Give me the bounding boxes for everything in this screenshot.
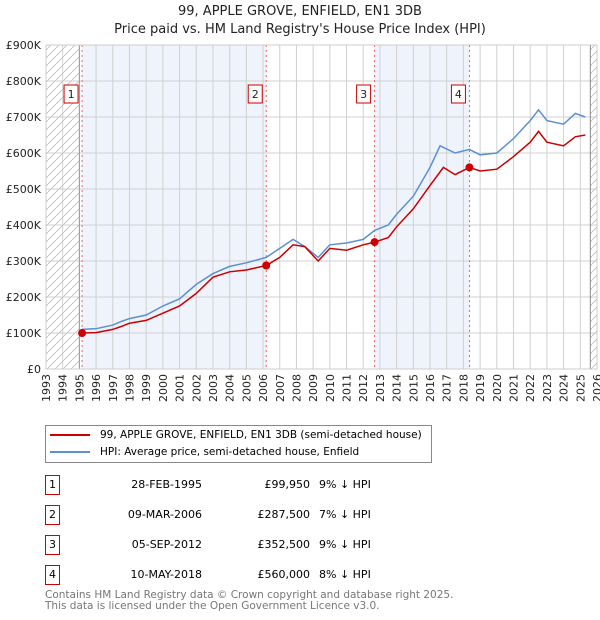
table-row: 1 28-FEB-1995 £99,950 9% ↓ HPI [45,475,465,495]
y-tick-label: £600K [6,147,42,160]
x-tick-label: 1993 [40,374,53,402]
row-price: £99,950 [264,478,311,491]
y-tick-label: £300K [6,255,42,268]
row-date: 10-MAY-2018 [130,568,202,581]
x-tick-label: 2016 [424,374,437,402]
y-tick-label: £100K [6,327,42,340]
x-tick-label: 2006 [257,374,270,402]
table-row: 2 09-MAR-2006 £287,500 7% ↓ HPI [45,505,465,525]
row-hpi: 8% ↓ HPI [319,568,371,581]
x-tick-label: 2003 [207,374,220,402]
sale-label-number: 2 [252,88,259,101]
y-tick-label: £200K [6,291,42,304]
sale-point [262,261,271,270]
row-number: 1 [45,475,60,495]
x-tick-label: 2001 [174,374,187,402]
sale-label-border [247,84,263,104]
row-hpi: 7% ↓ HPI [319,508,371,521]
x-tick-label: 2012 [357,374,370,402]
row-date: 28-FEB-1995 [131,478,202,491]
chart-subtitle: Price paid vs. HM Land Registry's House … [114,22,486,37]
sale-label-box: 1 [63,84,79,104]
x-tick-label: 2009 [307,374,320,402]
footer-licence: This data is licensed under the Open Gov… [45,600,380,612]
x-tick-label: 2023 [541,374,554,402]
sale-label-box: 4 [450,84,466,104]
row-date: 05-SEP-2012 [131,538,202,551]
hatched-region-end [590,45,597,369]
x-tick-label: 2022 [524,374,537,402]
x-tick-label: 2026 [591,374,600,402]
row-number: 4 [45,565,60,585]
legend: 99, APPLE GROVE, ENFIELD, EN1 3DB (semi-… [45,425,432,463]
sale-point [370,238,379,247]
y-tick-label: £900K [6,39,42,52]
x-tick-label: 2021 [508,374,521,402]
sale-label-border [356,84,372,104]
row-number: 2 [45,505,60,525]
sale-label-border [63,84,79,104]
x-tick-label: 2005 [240,374,253,402]
table-row: 4 10-MAY-2018 £560,000 8% ↓ HPI [45,565,465,585]
sale-point [465,163,474,172]
sale-label-box: 3 [356,84,372,104]
table-row: 3 05-SEP-2012 £352,500 9% ↓ HPI [45,535,465,555]
shaded-period [82,45,267,369]
legend-swatch-price [50,434,90,436]
y-tick-label: £500K [6,183,42,196]
legend-item-hpi: HPI: Average price, semi-detached house,… [50,446,359,458]
x-tick-label: 2000 [157,374,170,402]
x-tick-label: 2020 [491,374,504,402]
row-price: £560,000 [257,568,311,581]
legend-item-price: 99, APPLE GROVE, ENFIELD, EN1 3DB (semi-… [50,429,422,441]
row-price: £352,500 [257,538,311,551]
x-tick-label: 2019 [474,374,487,402]
x-tick-label: 1997 [107,374,120,402]
sale-label-number: 3 [360,88,367,101]
sale-label-border [450,84,466,104]
sale-label-number: 4 [455,88,462,101]
y-tick-label: £0 [27,363,41,376]
legend-swatch-hpi [50,451,90,453]
hpi-line [82,108,586,331]
x-tick-label: 1998 [123,374,136,402]
x-tick-label: 1999 [140,374,153,402]
sale-label-number: 1 [68,88,75,101]
row-date: 09-MAR-2006 [127,508,202,521]
footer-copyright: Contains HM Land Registry data © Crown c… [45,589,454,601]
x-tick-label: 2008 [290,374,303,402]
x-tick-label: 2025 [574,374,587,402]
row-hpi: 9% ↓ HPI [319,538,371,551]
legend-label-hpi: HPI: Average price, semi-detached house,… [100,446,360,458]
x-tick-label: 1996 [90,374,103,402]
x-tick-label: 2024 [558,374,571,402]
legend-label-price: 99, APPLE GROVE, ENFIELD, EN1 3DB (semi-… [100,429,422,441]
plot-border [45,44,598,370]
x-tick-label: 1995 [73,374,86,402]
x-tick-label: 2004 [224,374,237,402]
footer: Contains HM Land Registry data © Crown c… [45,590,453,612]
x-tick-label: 2018 [457,374,470,402]
sale-label-box: 2 [247,84,263,104]
y-tick-label: £800K [6,75,42,88]
row-price: £287,500 [257,508,311,521]
chart-title: 99, APPLE GROVE, ENFIELD, EN1 3DB [178,4,422,19]
price-paid-line [82,130,586,334]
y-tick-label: £700K [6,111,42,124]
line-chart: 1993 1994 1995 1996 1997 1998 1999 2000 2001 2002… [6,39,600,402]
x-tick-label: 2002 [190,374,203,402]
x-tick-label: 2015 [407,374,420,402]
sale-point [78,329,87,338]
x-tick-label: 2013 [374,374,387,402]
x-tick-label: 2011 [341,374,354,402]
x-tick-label: 2007 [274,374,287,402]
x-tick-label: 2010 [324,374,337,402]
row-hpi: 9% ↓ HPI [319,478,371,491]
x-tick-label: 2014 [391,374,404,402]
row-number: 3 [45,535,60,555]
x-tick-label: 2017 [441,374,454,402]
x-tick-label: 1994 [57,374,70,402]
y-tick-label: £400K [6,219,42,232]
